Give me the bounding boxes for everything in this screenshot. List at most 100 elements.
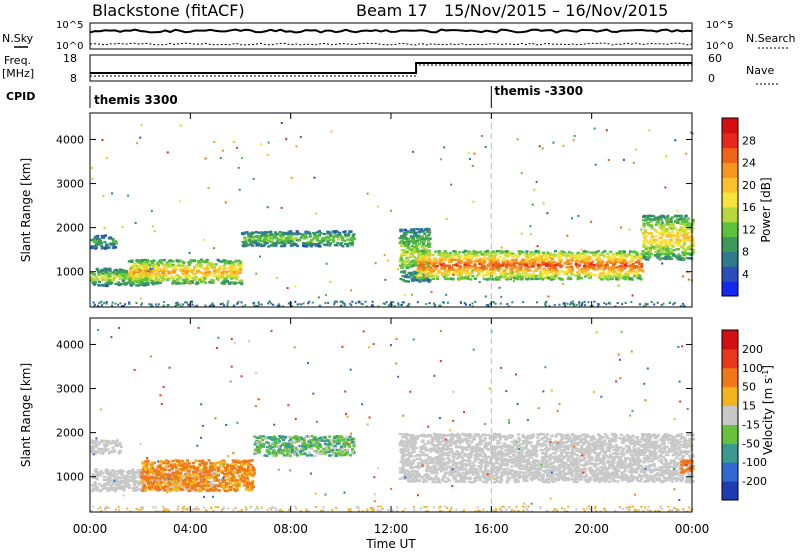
power-cell [437, 269, 441, 272]
power-clutter [176, 301, 179, 304]
velocity-cell [186, 476, 190, 480]
power-clutter [187, 303, 190, 306]
velocity-cell [183, 476, 187, 480]
power-cell [528, 262, 532, 266]
power-cell [185, 276, 189, 279]
power-cell [346, 242, 350, 246]
power-cell [678, 257, 682, 260]
power-cell [474, 269, 478, 272]
power-cell [329, 233, 333, 236]
power-cell [658, 236, 662, 240]
power-cell [680, 226, 684, 229]
power-point [111, 192, 114, 195]
power-cell [267, 238, 271, 242]
power-clutter [117, 303, 120, 306]
power-point [414, 276, 417, 279]
velocity-cell [173, 477, 177, 480]
power-cell [684, 214, 688, 218]
power-cell [167, 270, 171, 274]
power-clutter [96, 304, 99, 307]
power-clutter [300, 303, 303, 306]
power-cell [643, 252, 648, 255]
power-cell [254, 239, 258, 242]
power-point [562, 282, 565, 285]
velocity-cell [211, 483, 215, 486]
power-cell [122, 273, 126, 277]
power-point [674, 139, 677, 142]
power-cell [472, 252, 476, 255]
power-cell [254, 230, 259, 234]
power-cell [538, 253, 542, 256]
power-cell [527, 266, 531, 269]
power-cell [416, 278, 420, 282]
power-point [607, 158, 610, 161]
power-cell [290, 237, 294, 240]
power-cell [510, 255, 514, 259]
power-cell [590, 272, 594, 276]
power-clutter [673, 301, 676, 304]
freq-unit: [MHz] [2, 67, 34, 80]
power-cell [649, 252, 653, 256]
power-point [101, 138, 104, 141]
power-cell [145, 263, 149, 266]
power-cell [548, 254, 552, 257]
power-cell [598, 267, 602, 270]
velocity-cell [166, 465, 170, 468]
power-cell [541, 269, 545, 272]
power-cell [447, 259, 451, 262]
power-cell [623, 267, 627, 270]
power-cell [424, 244, 428, 247]
power-cell [530, 277, 534, 281]
power-cell [668, 220, 672, 224]
power-cell [339, 243, 343, 247]
power-cell [402, 261, 406, 264]
power-cell [630, 269, 634, 272]
power-cell [260, 239, 264, 243]
power-colorbar-swatch [722, 207, 738, 223]
power-cell [419, 269, 423, 272]
power-colorbar-swatch [722, 118, 738, 134]
velocity-cell [174, 475, 179, 478]
power-clutter [382, 302, 385, 305]
power-cell [265, 231, 269, 234]
power-cell [340, 238, 345, 242]
velocity-cell [94, 451, 99, 454]
power-cell [401, 278, 405, 282]
power-cell [205, 258, 209, 262]
power-cell [593, 274, 597, 277]
power-cell [551, 266, 555, 269]
power-cell [310, 243, 314, 246]
velocity-cell [201, 459, 205, 462]
power-cell [156, 261, 160, 264]
power-cell [442, 265, 446, 268]
power-point [166, 151, 169, 154]
power-cell [570, 270, 574, 274]
velocity-cell [245, 485, 249, 489]
power-point [330, 130, 333, 133]
velocity-cell [168, 483, 172, 486]
velocity-cell [104, 444, 108, 447]
velocity-cell [221, 485, 225, 488]
power-cell [154, 276, 158, 279]
power-clutter [179, 303, 182, 306]
power-cell [130, 272, 134, 275]
power-cell [464, 253, 468, 256]
power-cell [95, 277, 99, 280]
power-cell [352, 237, 356, 241]
power-cell [477, 272, 481, 276]
power-point [512, 280, 515, 283]
power-cell [688, 243, 692, 247]
power-cell [257, 231, 261, 234]
power-cell [596, 256, 600, 259]
power-cell [465, 269, 469, 272]
power-point [631, 278, 634, 281]
power-cell [537, 251, 541, 255]
power-clutter [566, 302, 569, 305]
power-cell [249, 243, 253, 246]
velocity-cell [159, 471, 163, 475]
power-cell [668, 235, 673, 238]
power-cell [241, 240, 245, 244]
power-cell [91, 281, 95, 285]
power-cell [489, 251, 493, 254]
velocity-cell [126, 472, 130, 476]
